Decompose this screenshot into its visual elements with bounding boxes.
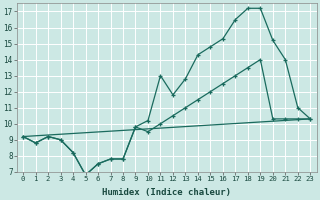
- X-axis label: Humidex (Indice chaleur): Humidex (Indice chaleur): [102, 188, 231, 197]
